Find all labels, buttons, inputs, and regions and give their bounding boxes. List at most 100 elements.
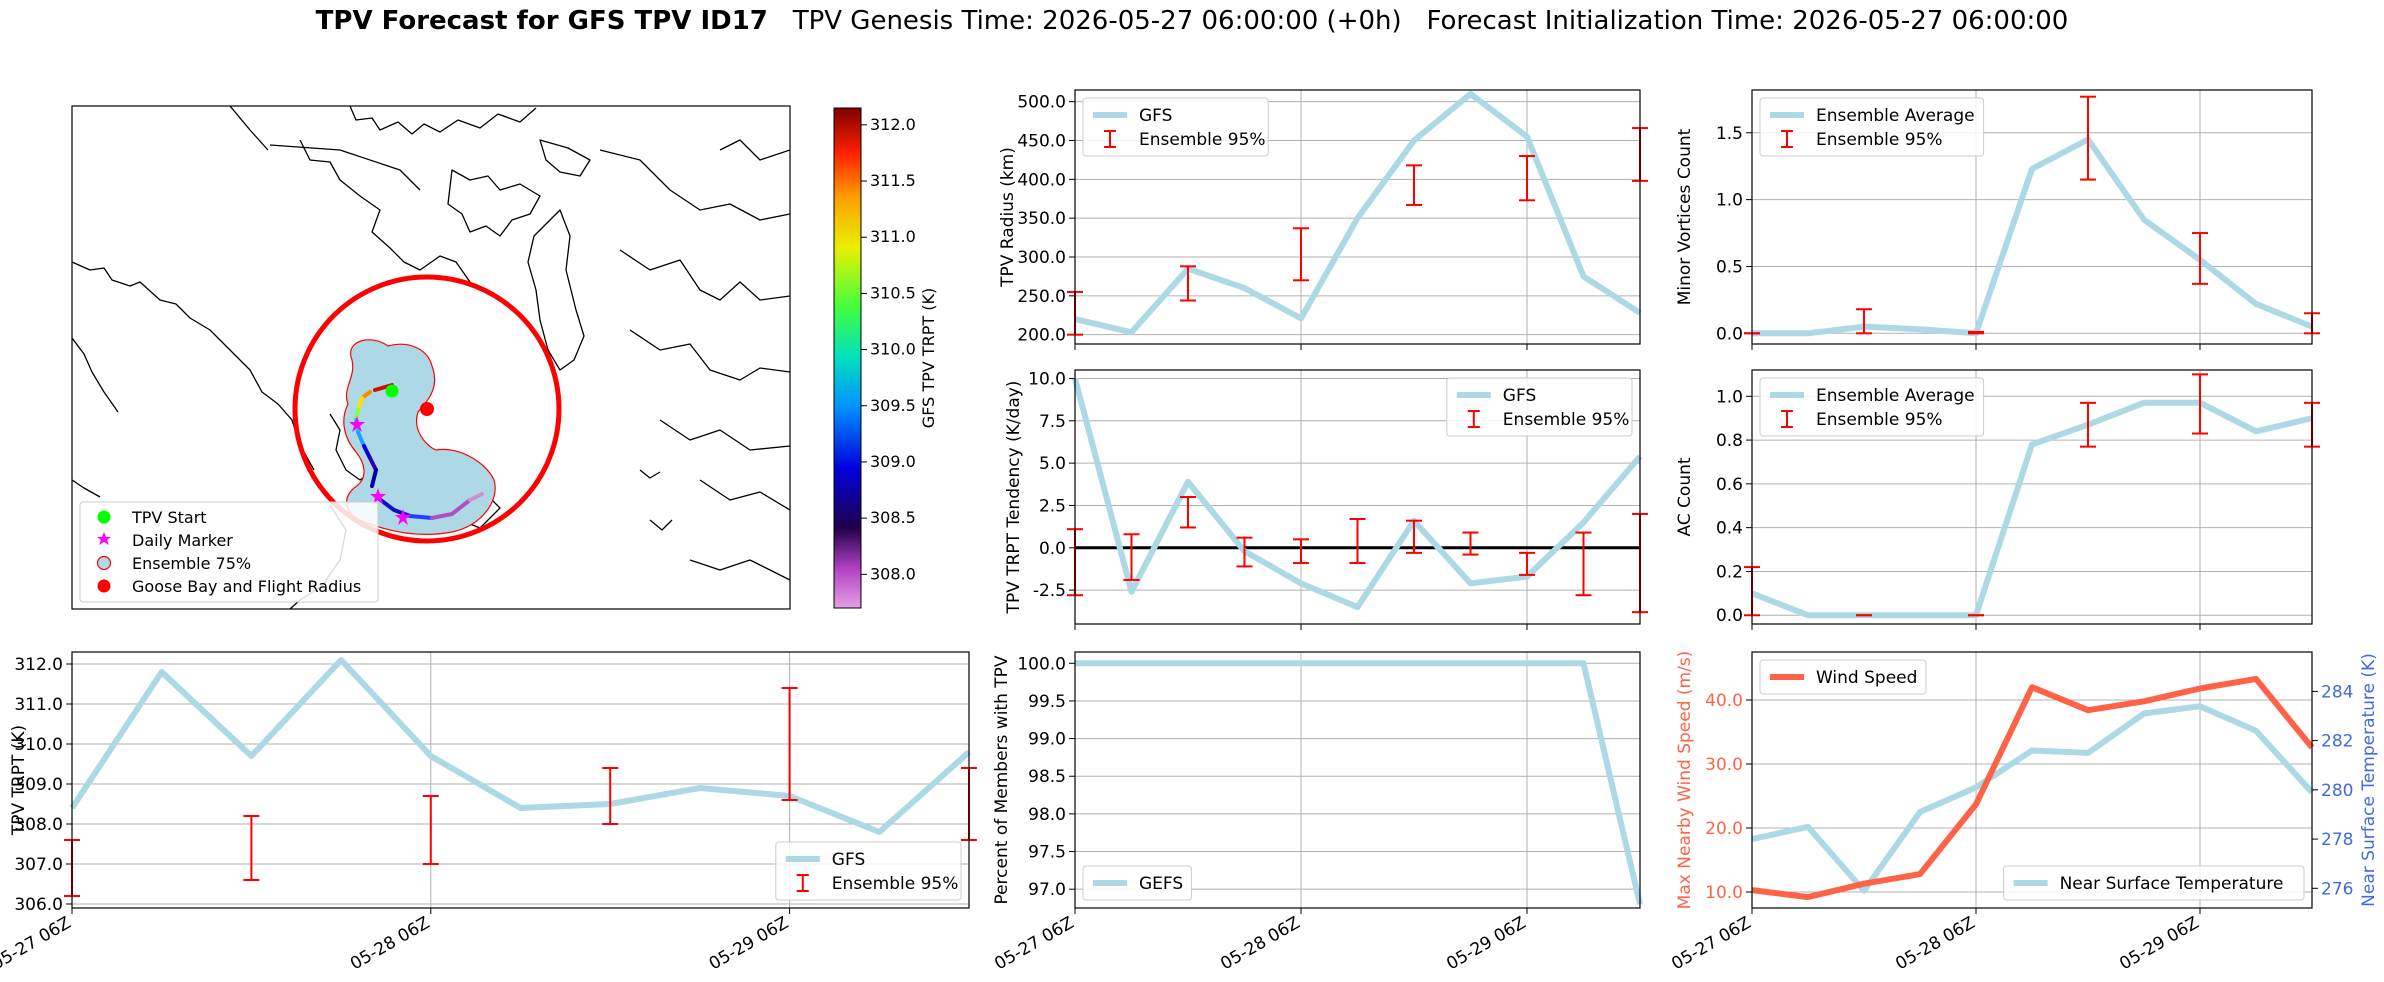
y-tick-label: 99.5 [1028,692,1066,712]
y-tick-label: 30.0 [1705,755,1743,775]
y-tick-label: 250.0 [1017,287,1066,307]
legend-goose-label: Goose Bay and Flight Radius [132,577,361,596]
error-bar [1575,531,1592,597]
goose-bay-marker [420,402,434,416]
series-line [1752,136,2314,337]
y-tick-label: 0.8 [1716,431,1743,451]
y-tick-label: 500.0 [1017,93,1066,113]
y-tick-label: 98.0 [1028,805,1066,825]
error-bar [1123,533,1140,581]
legend-ensemble-icon [96,555,112,571]
y2-tick-label: 284 [2321,682,2353,702]
series-line [1751,675,2315,901]
error-bar [2192,232,2208,285]
series-line [1750,399,2313,619]
y-tick-label: 5.0 [1039,454,1066,474]
legend-start-icon [97,510,111,524]
legend-errorbar-icon [1467,410,1480,428]
title-bold: TPV Forecast for GFS TPV ID17 [315,6,768,36]
title-genesis: TPV Genesis Time: 2026-05-27 06:00:00 (+… [792,6,1402,36]
flight-radius-circle [292,274,562,544]
legend-goose-icon [97,579,111,593]
map-panel: TPV Start Daily Marker Ensemble 75% Goos… [71,105,938,610]
chart-minor: 0.0 0.5 1.0 1.5 Minor Vortices Count Ensemble… [1675,89,2320,350]
legend-start-label: TPV Start [131,508,207,527]
legend-box [775,841,962,901]
colorbar-ticks: 308.0 308.5 309.0 309.5 310.0 310.5 311.0 311.5… [861,115,916,583]
plot-marks [1751,675,2315,901]
x-tick-label: 05-28 06Z [1217,913,1303,974]
y-axis-label: Percent of Members with TPV [992,655,1012,904]
y2-axis-label: Near Surface Temperature (K) [2359,653,2379,907]
y2-tick-label: 276 [2321,879,2353,899]
y-tick-label: 0.5 [1716,257,1743,277]
error-bar [1462,531,1479,556]
y-tick-label: 309.0 [14,775,63,795]
error-bar [1180,496,1196,529]
error-bar [243,815,260,881]
error-bar [1236,536,1253,568]
error-bar [1406,519,1422,554]
chart-members: 97.0 97.5 98.0 98.5 99.0 99.5 100.0 05-27 06Z 05… [991,651,1643,974]
x-tick-label: 05-27 06Z [1668,913,1754,974]
legend-box [1082,97,1269,157]
error-bar [422,795,439,865]
y-tick-label: 98.5 [1028,767,1066,787]
error-bar [1856,308,1872,335]
y-tick-label: 311.0 [14,695,63,715]
plot-frame [71,651,970,909]
daily-marker [370,488,386,504]
legend-label: Wind Speed [1816,668,1917,688]
y-axis-label: TPV TRPT Tendency (K/day) [1004,381,1024,615]
error-bar [1180,265,1196,302]
y2-tick-label: 282 [2321,732,2353,752]
series-line [1074,90,1642,336]
legend-label: Ensemble Average [1816,386,1975,406]
y-tick-label: 450.0 [1017,131,1066,151]
y-tick-label: 0.2 [1716,562,1743,582]
legend-label: Ensemble 95% [1816,130,1943,150]
y-axis-label: Minor Vortices Count [1675,128,1695,305]
x-tick-label: 05-27 06Z [991,913,1077,974]
plot-frame [1751,651,2313,909]
y-tick-label: 10.0 [1028,369,1066,389]
y-tick-label: 307.0 [14,855,63,875]
y-axis-label: TPV Radius (km) [998,147,1018,288]
y-tick-label: 0.0 [1039,539,1066,559]
x-tick-label: 05-29 06Z [706,913,792,974]
y-axis-label: Max Nearby Wind Speed (m/s) [1675,651,1695,910]
plot-area [1075,652,1640,908]
legend-ensemble-label: Ensemble 75% [132,554,251,573]
legend-box [1759,659,1927,695]
y-tick-label: 10.0 [1705,883,1743,903]
plot-frame [1751,369,2313,625]
legend-daily-icon [97,532,111,545]
legend-label: GFS [832,850,865,870]
chart-legend: Ensemble Average Ensemble 95% [1759,97,1985,157]
y-tick-label: 7.5 [1039,412,1066,432]
y-tick-label: 0.0 [1716,324,1743,344]
chart-legend: Near Surface Temperature [2003,865,2305,901]
error-bar [2192,373,2208,435]
chart-legend: GFS Ensemble 95% [775,841,962,901]
y-tick-label: 97.5 [1028,843,1066,863]
daily-marker [395,509,411,525]
y-tick-label: 97.0 [1028,880,1066,900]
legend-errorbar-icon [1104,130,1116,148]
y-tick-label: 350.0 [1017,209,1066,229]
error-bar [1519,551,1535,576]
legend-box [1759,377,1985,437]
colorbar-label: GFS TPV TRPT (K) [919,288,938,428]
colorbar-tick-label: 312.0 [870,115,916,134]
legend-errorbar-icon [1781,130,1793,148]
chart-ac: 0.0 0.2 0.4 0.6 0.8 1.0 AC Count Ensemble Avera… [1675,369,2320,630]
legend-label: Ensemble Average [1816,106,1975,126]
legend-label: Ensemble 95% [832,874,959,894]
error-bar [602,767,619,825]
legend-box [1759,97,1985,157]
y-tick-label: 99.0 [1028,730,1066,750]
error-bar [2080,95,2096,181]
map-legend-box [79,501,379,603]
plot-frame [1074,369,1641,625]
